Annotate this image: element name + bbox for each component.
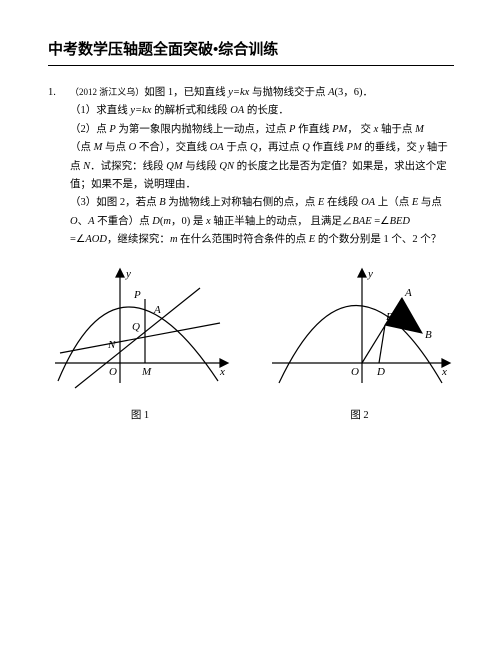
t: 在什么范围时符合条件的点 bbox=[178, 234, 309, 245]
figure-1: y x P A Q N O M 图 1 bbox=[50, 263, 230, 422]
t: ，再过点 bbox=[258, 142, 303, 153]
v: AOD bbox=[85, 234, 107, 245]
page-title: 中考数学压轴题全面突破•综合训练 bbox=[48, 38, 454, 59]
t: （点 bbox=[70, 142, 94, 153]
t: ， 交 bbox=[347, 124, 373, 135]
figure-1-svg: y x P A Q N O M bbox=[50, 263, 230, 403]
lbl-A: A bbox=[153, 304, 161, 316]
lbl-O: O bbox=[109, 366, 117, 378]
t: 为抛物线上对称轴右侧的点，点 bbox=[166, 197, 318, 208]
t: 与点 bbox=[102, 142, 128, 153]
t: 的解析式和线段 bbox=[151, 105, 230, 116]
lbl-M: M bbox=[141, 366, 152, 378]
eq: y=kx bbox=[130, 105, 151, 116]
v: BED bbox=[390, 216, 410, 227]
t: （3）如图 2，若点 bbox=[70, 197, 159, 208]
figure-2-caption: 图 2 bbox=[267, 407, 452, 422]
figure-2: y x A E B O D 图 2 bbox=[267, 263, 452, 422]
v: PM bbox=[347, 142, 362, 153]
eq: y=kx bbox=[228, 87, 249, 98]
v: OA bbox=[361, 197, 375, 208]
lbl-A2: A bbox=[404, 287, 412, 299]
figure-1-caption: 图 1 bbox=[50, 407, 230, 422]
t: （1）求直线 bbox=[70, 105, 130, 116]
t: 的个数分别是 1 个、2 个？ bbox=[315, 234, 441, 245]
v: QM bbox=[166, 161, 182, 172]
v: BAE bbox=[352, 216, 371, 227]
t: 上（点 bbox=[375, 197, 412, 208]
v: D bbox=[152, 216, 160, 227]
t: ，继续探究： bbox=[107, 234, 170, 245]
lbl-Q: Q bbox=[132, 321, 140, 333]
t: 轴于点 bbox=[378, 124, 415, 135]
t: 如图 1，已知直线 bbox=[144, 87, 228, 98]
v: QN bbox=[219, 161, 234, 172]
problem-block: 1. （2012 浙江义乌）如图 1，已知直线 y=kx 与抛物线交于点 A(3… bbox=[48, 84, 454, 249]
lbl-y: y bbox=[125, 268, 131, 280]
t: =∠ bbox=[372, 216, 390, 227]
lbl-x: x bbox=[219, 366, 225, 378]
t: 与抛物线交于点 bbox=[249, 87, 328, 98]
t: 与点 bbox=[418, 197, 442, 208]
figure-2-svg: y x A E B O D bbox=[267, 263, 452, 403]
t: 的长度． bbox=[244, 105, 289, 116]
v: m bbox=[170, 234, 178, 245]
t: ．试探究：线段 bbox=[90, 161, 166, 172]
t: (3，6)． bbox=[335, 87, 374, 98]
v: m bbox=[163, 216, 171, 227]
v: M bbox=[415, 124, 424, 135]
t: 、 bbox=[78, 216, 89, 227]
lbl-E2: E bbox=[385, 311, 393, 323]
v: Q bbox=[250, 142, 258, 153]
v: PM bbox=[332, 124, 347, 135]
lbl-D2: D bbox=[376, 366, 385, 378]
lbl-N: N bbox=[107, 339, 116, 351]
v: O bbox=[70, 216, 78, 227]
figures-row: y x P A Q N O M 图 1 bbox=[48, 263, 454, 422]
seg: OA bbox=[230, 105, 244, 116]
problem-number: 1. bbox=[48, 84, 56, 102]
t: 作直线 bbox=[310, 142, 347, 153]
t: 轴正半轴上的动点， 且满足∠ bbox=[211, 216, 353, 227]
t: 的垂线，交 bbox=[362, 142, 420, 153]
t: 与线段 bbox=[183, 161, 220, 172]
t: ，0) 是 bbox=[171, 216, 206, 227]
lbl-O2: O bbox=[351, 366, 359, 378]
t: 不重合）点 bbox=[95, 216, 153, 227]
lbl-B2: B bbox=[425, 329, 432, 341]
problem-source: （2012 浙江义乌） bbox=[70, 87, 144, 97]
t: 于点 bbox=[224, 142, 250, 153]
t: 不合），交直线 bbox=[136, 142, 210, 153]
lbl-y2: y bbox=[367, 268, 373, 280]
t: 作直线 bbox=[295, 124, 332, 135]
t: =∠ bbox=[70, 234, 85, 245]
v: OA bbox=[210, 142, 224, 153]
lbl-x2: x bbox=[441, 366, 447, 378]
t: 为第一象限内抛物线上一动点，过点 bbox=[116, 124, 289, 135]
t: （2）点 bbox=[70, 124, 109, 135]
t: 在线段 bbox=[324, 197, 361, 208]
title-rule bbox=[48, 65, 454, 66]
lbl-P: P bbox=[133, 289, 141, 301]
v: Q bbox=[302, 142, 310, 153]
